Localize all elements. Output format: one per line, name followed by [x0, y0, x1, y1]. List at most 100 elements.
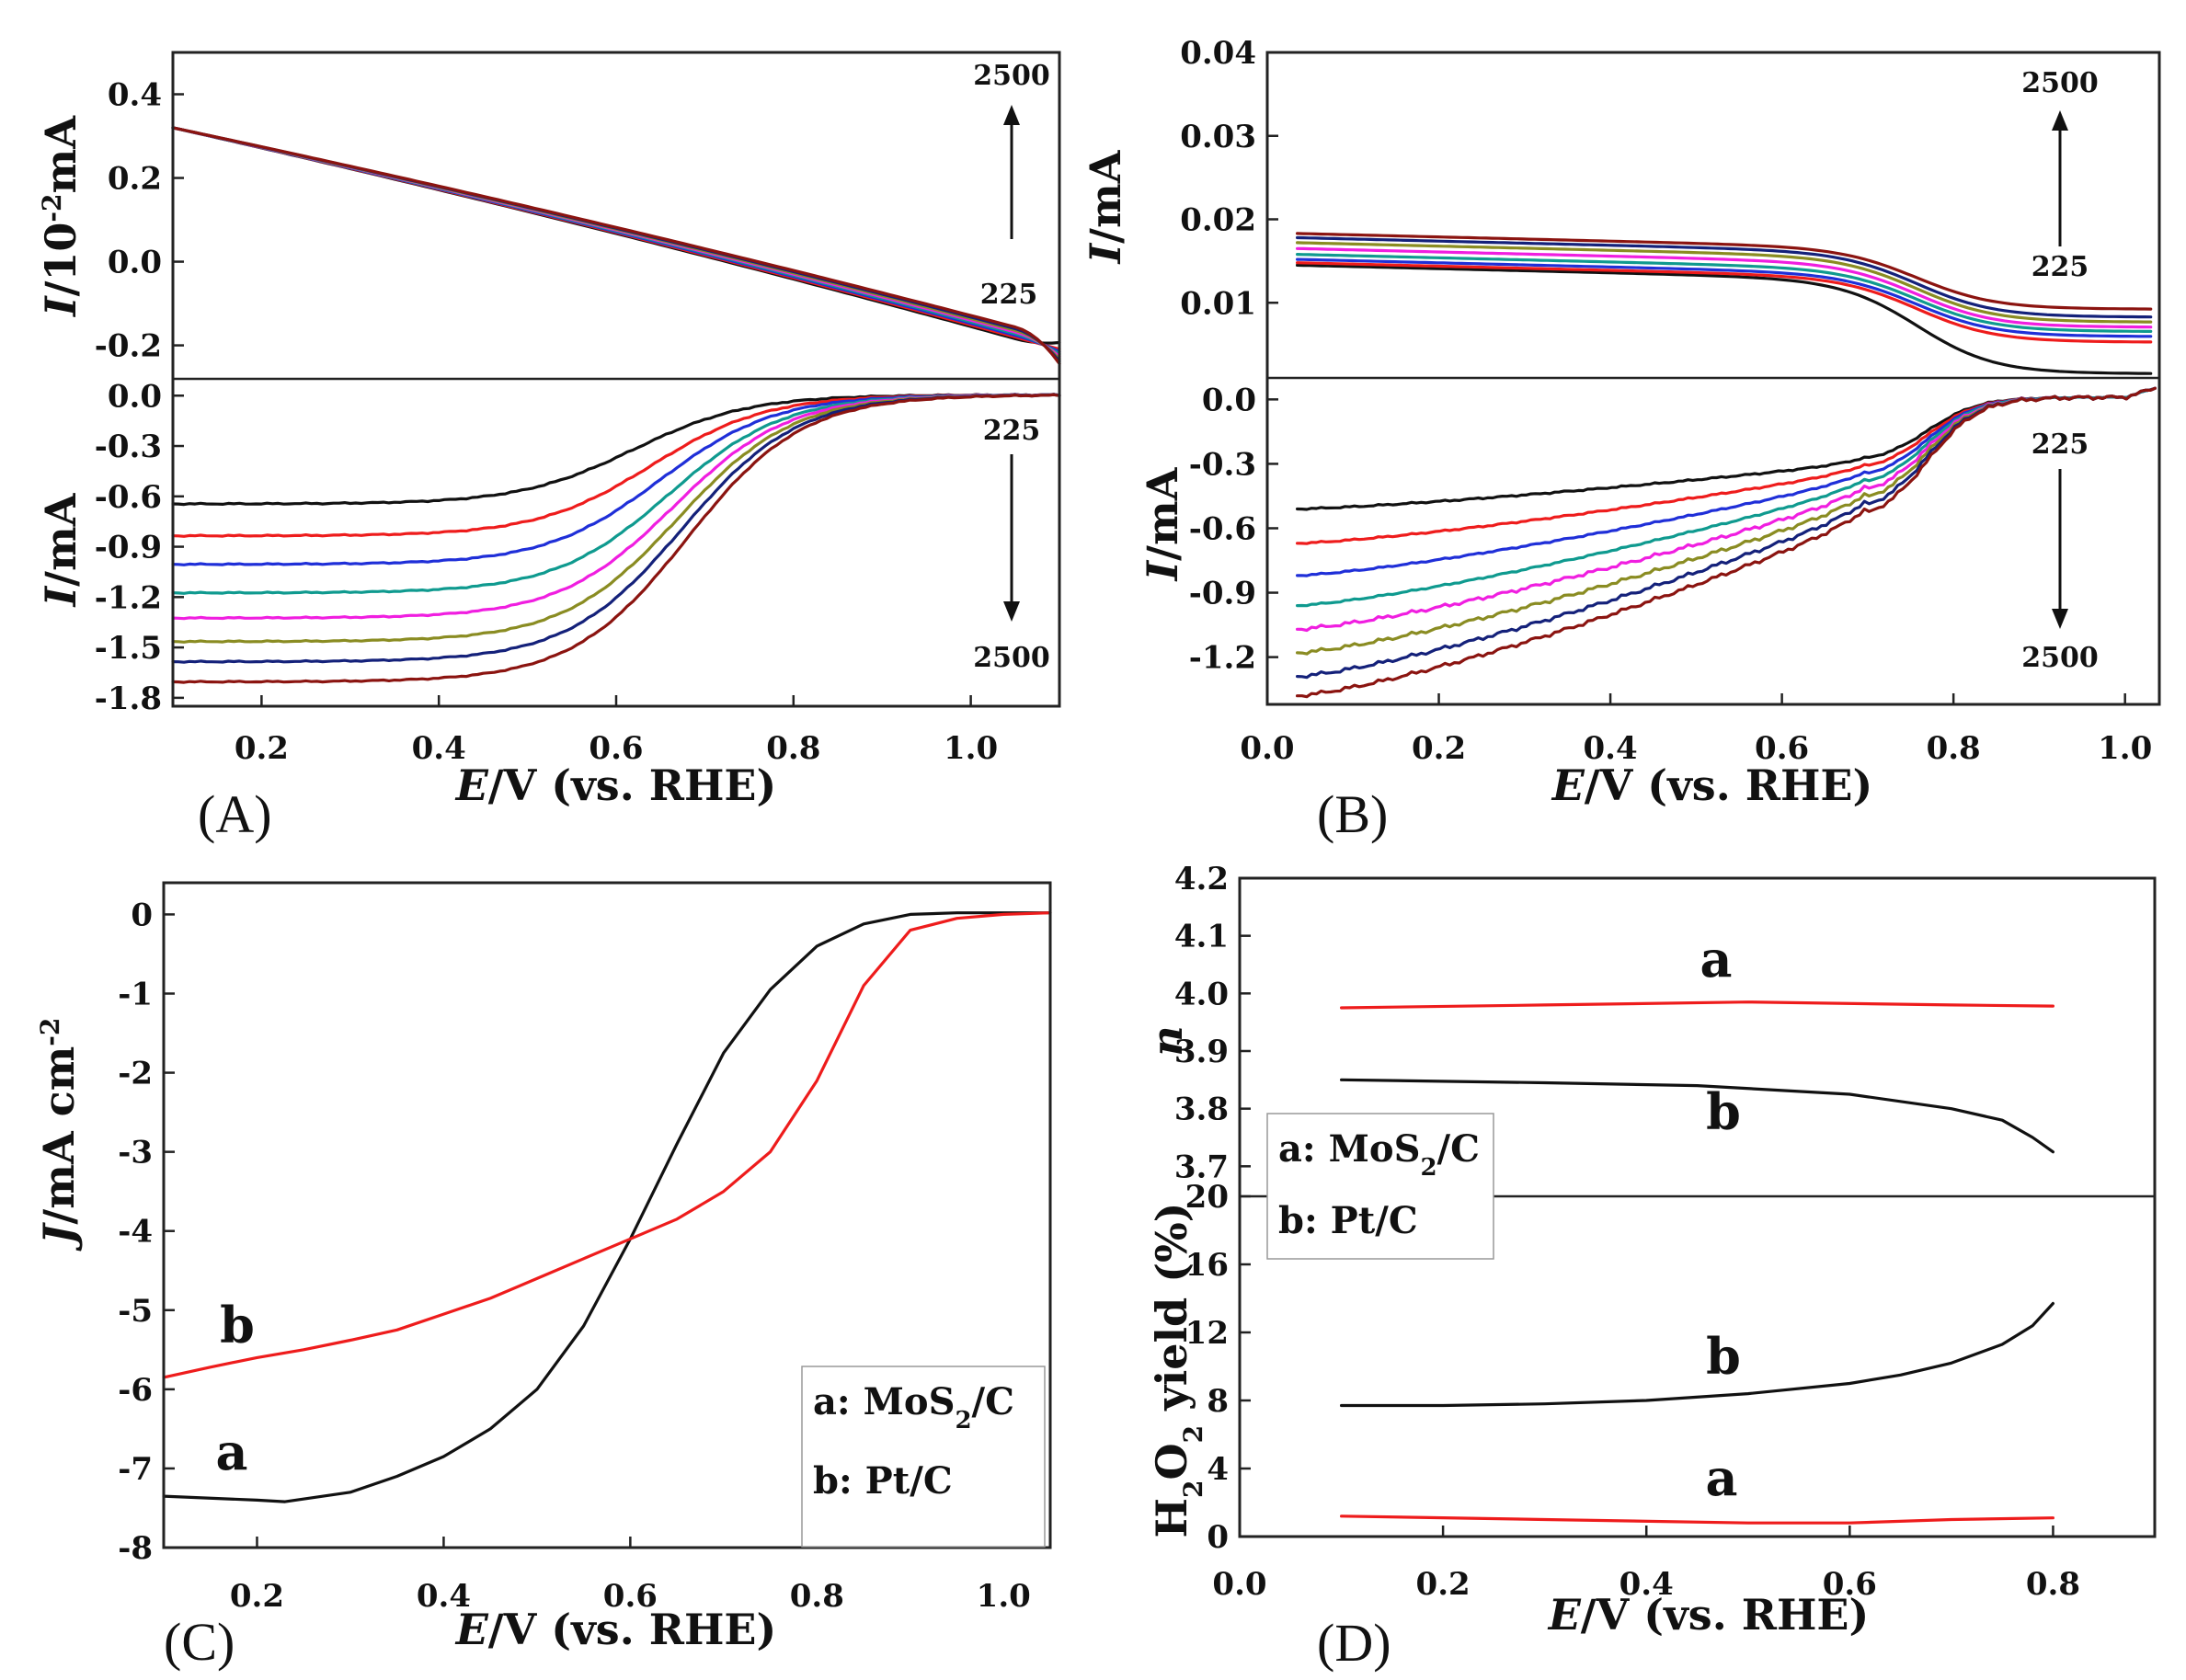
- panel-d-xlabel: E/V (vs. RHE): [1547, 1590, 1870, 1640]
- panel-c-ytick-label: -1: [118, 977, 153, 1013]
- panel-d-top-ytick-label: 3.7: [1174, 1149, 1229, 1185]
- panel-d-xlabel-var: E: [1547, 1590, 1582, 1640]
- panel-c-series-b: [162, 911, 1052, 1379]
- panel-a-disk-series-1600: [171, 393, 1061, 644]
- panel-b-xtick-label: 0.2: [1412, 730, 1466, 767]
- panel-c-legend-a-text: a: MoS: [813, 1380, 955, 1423]
- panel-d-bottom-ytick-label: 0: [1207, 1519, 1229, 1556]
- panel-a-top-ytick-label: -0.2: [95, 328, 162, 365]
- panel-a-xtick-label: 1.0: [944, 730, 998, 767]
- panel-d-bottom-ylabel-part: yield (%): [1147, 1203, 1196, 1425]
- panel-b-top-ylabel-part: /mA: [1081, 149, 1130, 243]
- panel-d-legend-box: [1266, 1113, 1494, 1260]
- panel-d-bottom-ytick-label: 4: [1207, 1451, 1229, 1488]
- panel-b-bottom-arrow-head: [2052, 609, 2068, 629]
- panel-a-bottom-anno-225: 225: [983, 415, 1041, 447]
- panel-a-ring-series-1600: [171, 126, 1061, 360]
- panel-d-top-curve-label-a: a: [1700, 930, 1733, 989]
- panel-a-xtick-label: 0.2: [235, 730, 289, 767]
- panel-a-top-ylabel: I/10-2mA: [36, 115, 86, 318]
- panel-c-ytick-label: -5: [118, 1293, 153, 1330]
- panel-d-xtick-label: 0.0: [1212, 1566, 1266, 1603]
- panel-d-top-ytick-label: 3.9: [1174, 1034, 1229, 1070]
- panel-d-bottom-ytick-label: 12: [1185, 1315, 1229, 1352]
- panel-d-xtick-label: 0.6: [1823, 1566, 1877, 1603]
- panel-a: [171, 51, 1061, 708]
- panel-b-xlabel-var: E: [1551, 760, 1585, 810]
- panel-a-label: (A): [198, 784, 272, 844]
- panel-c-xlabel: E/V (vs. RHE): [454, 1605, 777, 1654]
- panel-b-ring-series-900: [1296, 253, 2153, 333]
- panel-b-ring-series-400: [1296, 261, 2153, 344]
- panel-b: [1265, 51, 2161, 706]
- panel-d-bottom-ytick-label: 20: [1185, 1179, 1229, 1216]
- panel-d-legend-a: a: MoS2/C: [1278, 1127, 1480, 1182]
- panel-b-xtick-label: 0.4: [1583, 730, 1637, 767]
- panel-a-top-arrow-head: [1003, 105, 1020, 125]
- panel-c-ytick-label: -6: [118, 1372, 153, 1409]
- panel-d-top-curve-label-b: b: [1706, 1082, 1741, 1141]
- panel-b-xtick-label: 1.0: [2098, 730, 2152, 767]
- panel-a-disk-series-225: [171, 393, 1061, 507]
- panel-c-xtick-label: 0.4: [417, 1578, 471, 1615]
- panel-d-top-ytick-label: 4.1: [1174, 919, 1229, 955]
- panel-a-ring-series-625: [171, 126, 1061, 353]
- panel-a-disk-series-625: [171, 393, 1061, 566]
- panel-b-ring-series-225: [1296, 263, 2153, 375]
- panel-d-top-ytick-label: 4.2: [1174, 861, 1229, 897]
- panel-d-bottom-ytick-label: 8: [1207, 1383, 1229, 1420]
- panel-a-disk-series-2500: [171, 393, 1061, 684]
- panel-a-top-anno-225: 225: [980, 279, 1038, 311]
- panel-b-bottom-ytick-label: -0.3: [1189, 446, 1256, 483]
- panel-b-ring-series-625: [1296, 257, 2153, 338]
- panel-b-bottom-ytick-label: 0.0: [1202, 382, 1256, 418]
- panel-a-bottom-ytick-label: -1.2: [95, 579, 162, 616]
- panel-d-bottom-ylabel-part: H: [1147, 1498, 1196, 1537]
- panel-c-curve-label-b: b: [220, 1296, 255, 1354]
- panel-d-top-ylabel-part: n: [1142, 1025, 1192, 1056]
- panel-b-top-anno-2500: 2500: [2021, 67, 2099, 99]
- panel-a-bottom-anno-2500: 2500: [973, 642, 1050, 674]
- panel-d-xlabel-unit: /V (vs. RHE): [1581, 1590, 1869, 1640]
- panel-c-ytick-label: -2: [118, 1056, 153, 1092]
- panel-b-bottom-ylabel-part: I: [1138, 559, 1187, 582]
- panel-b-label: (B): [1317, 784, 1388, 844]
- panel-d-top-ytick-label: 4.0: [1174, 976, 1229, 1012]
- panel-b-xlabel-unit: /V (vs. RHE): [1585, 760, 1872, 810]
- panel-d-bottom-ytick-label: 16: [1185, 1247, 1229, 1284]
- panel-d-xtick-label: 0.4: [1619, 1566, 1674, 1603]
- panel-a-bottom-ytick-label: -1.8: [95, 680, 162, 717]
- panel-b-bottom-ytick-label: -0.9: [1189, 576, 1256, 612]
- panel-d-label: (D): [1317, 1613, 1391, 1673]
- panel-a-xtick-label: 0.4: [412, 730, 466, 767]
- panel-c-xtick-label: 0.8: [790, 1578, 844, 1615]
- panel-c-ytick-label: -4: [118, 1214, 153, 1251]
- panel-d-top-series-b: [1340, 1078, 2054, 1154]
- panel-a-top-ylabel-part: -2: [37, 193, 67, 222]
- panel-a-top-ylabel-part: I: [36, 295, 86, 318]
- panel-c-xtick-label: 0.6: [603, 1578, 658, 1615]
- panel-b-xtick-label: 0.8: [1927, 730, 1981, 767]
- panel-a-bottom-arrow-head: [1003, 601, 1020, 622]
- panel-b-bottom-ytick-label: -0.6: [1189, 510, 1256, 547]
- panel-d-xtick-label: 0.8: [2026, 1566, 2080, 1603]
- panel-a-xlabel-unit: /V (vs. RHE): [488, 760, 776, 810]
- panel-a-bottom-ytick-label: -0.3: [95, 429, 162, 465]
- panel-c-ylabel-part: J: [34, 1221, 84, 1251]
- panel-b-top-ytick-label: 0.03: [1180, 119, 1256, 155]
- panel-b-xlabel: E/V (vs. RHE): [1551, 760, 1873, 810]
- panel-c-frame: [162, 881, 1052, 1549]
- panel-d-legend-a-suffix: /C: [1437, 1127, 1480, 1171]
- panel-b-top-ylabel-part: I: [1081, 242, 1130, 265]
- panel-a-ring-series-1225: [171, 126, 1061, 359]
- panel-d-bottom-series-b: [1340, 1301, 2054, 1408]
- panel-d-xtick-label: 0.2: [1416, 1566, 1471, 1603]
- panel-a-bottom-ylabel-part: /mA: [36, 492, 86, 586]
- panel-b-xtick-label: 0.6: [1755, 730, 1809, 767]
- panel-c: [162, 881, 1052, 1549]
- panel-b-ring-series-2500: [1296, 232, 2153, 311]
- panel-b-top-ylabel: I/mA: [1081, 149, 1130, 265]
- panel-a-disk-series-400: [171, 393, 1061, 538]
- panel-b-disk-series-900: [1296, 386, 2157, 608]
